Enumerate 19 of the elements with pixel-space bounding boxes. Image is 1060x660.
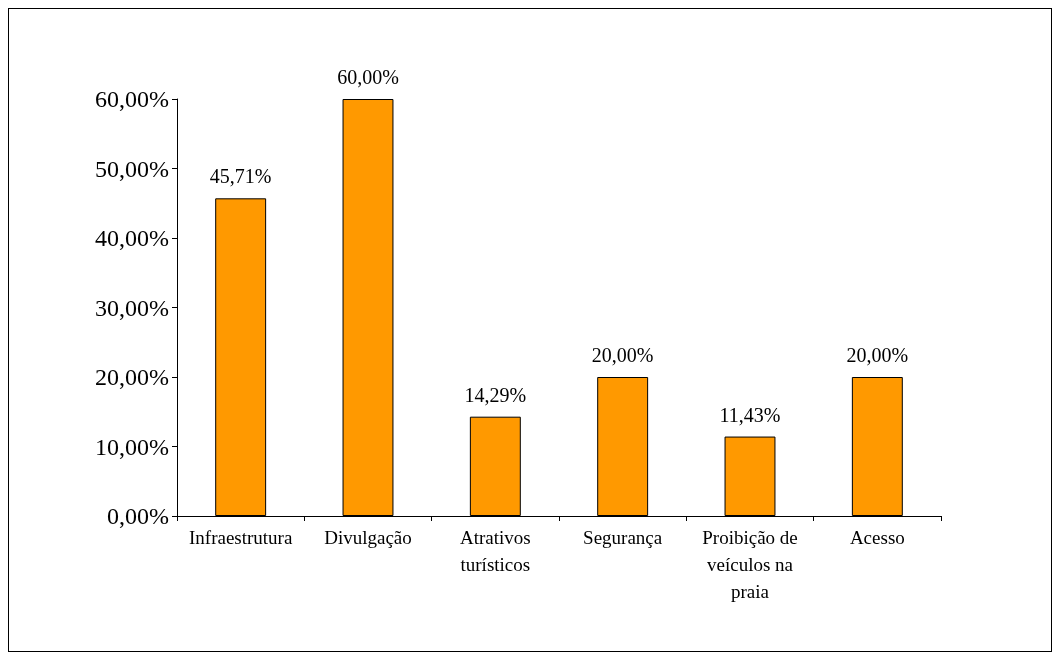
x-tick-label: Proibição de veículos na praia bbox=[702, 527, 798, 602]
data-label: 20,00% bbox=[846, 344, 909, 366]
y-tick-label: 20,00% bbox=[95, 364, 169, 390]
data-label: 11,43% bbox=[719, 403, 781, 426]
x-tick-label: Infraestrutura bbox=[188, 527, 293, 548]
y-tick-label: 0,00% bbox=[107, 503, 169, 529]
x-tick-label: Atrativos turísticos bbox=[459, 527, 531, 575]
y-tick-label: 50,00% bbox=[95, 155, 169, 182]
y-tick-label: 40,00% bbox=[95, 225, 169, 251]
y-tick-label: 60,00% bbox=[95, 86, 169, 112]
data-label: 45,71% bbox=[209, 165, 272, 188]
data-label: 14,29% bbox=[464, 383, 527, 406]
data-label: 60,00% bbox=[337, 66, 399, 88]
data-label: 20,00% bbox=[591, 344, 654, 366]
y-tick-label: 10,00% bbox=[95, 433, 169, 460]
x-tick-label: Divulgação bbox=[324, 527, 412, 548]
x-tick-label: Acesso bbox=[849, 527, 905, 548]
y-tick-label: 30,00% bbox=[95, 294, 169, 321]
x-tick-label: Segurança bbox=[583, 527, 663, 548]
